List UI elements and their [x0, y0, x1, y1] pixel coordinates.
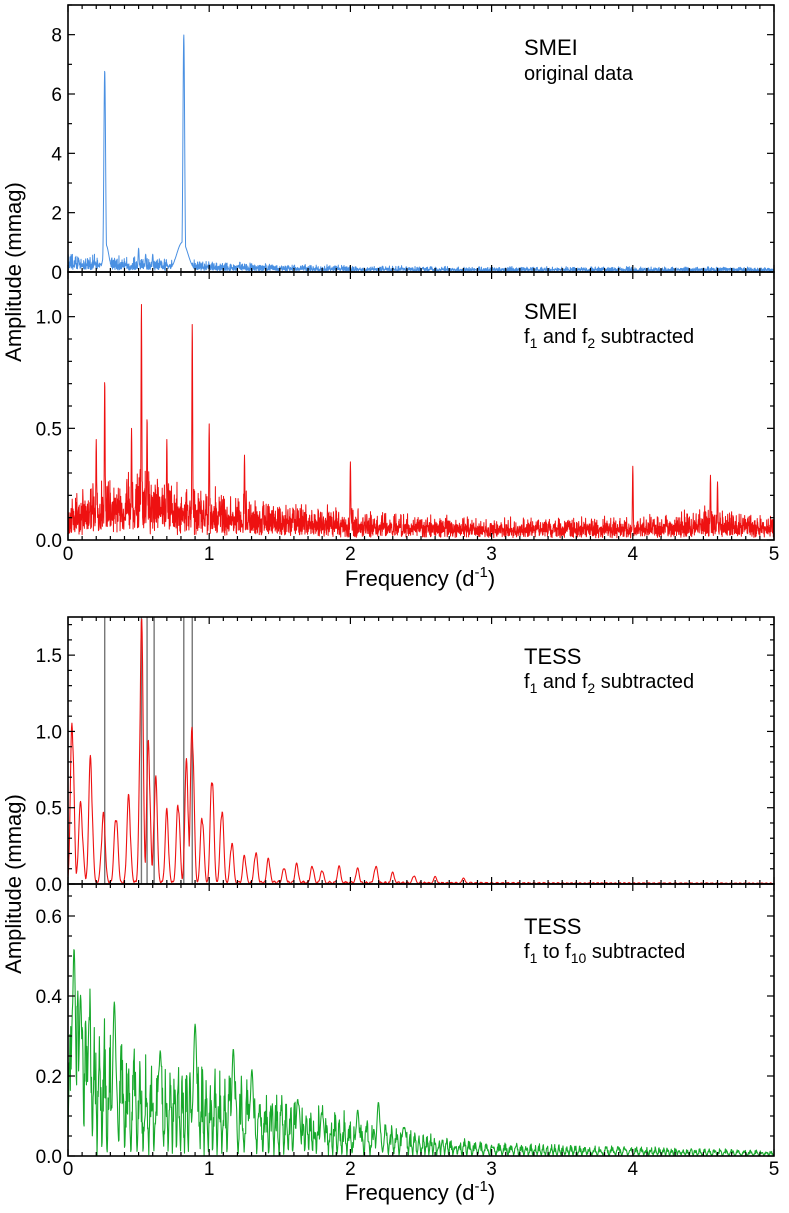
x-tick-label: 1 — [204, 1159, 215, 1180]
y-tick-label: 1.0 — [36, 308, 62, 329]
panel-4-label: TESS — [524, 914, 581, 939]
data-line-p2 — [68, 304, 774, 539]
data-line-p4 — [68, 949, 774, 1156]
panel-4-axes: 0 1 2 3 4 5 0.0 0.2 0.4 0.6 — [36, 884, 780, 1180]
panel-2: 0 1 2 3 4 5 0.0 0.5 1.0 SMEI f1 and f2 subtracte… — [36, 271, 780, 565]
panel-1-frame — [67, 4, 775, 273]
panel-1-label: SMEI — [524, 35, 578, 60]
x-tick-label: 3 — [486, 1159, 497, 1180]
y-tick-label: 0.0 — [36, 531, 62, 552]
x-tick-label: 4 — [628, 544, 639, 565]
top-y-axis-title: Amplitude (mmag) — [1, 182, 26, 362]
x-tick-label: 2 — [345, 1159, 356, 1180]
x-tick-label: 5 — [769, 544, 780, 565]
panel-2-label: SMEI — [524, 299, 578, 324]
y-tick-label: 8 — [51, 26, 62, 47]
top-x-axis-title: Frequency (d-1) — [345, 564, 495, 591]
y-tick-label: 0.4 — [36, 987, 63, 1008]
y-tick-label: 0.5 — [36, 419, 62, 440]
bottom-x-axis-title: Frequency (d-1) — [345, 1178, 495, 1205]
x-tick-label: 1 — [204, 544, 215, 565]
y-tick-label: 6 — [51, 85, 62, 106]
panel-1: 0 2 4 6 8 SMEI original data — [51, 4, 775, 284]
panel-1-axes: 0 2 4 6 8 — [51, 4, 775, 284]
panel-3-label: TESS — [524, 644, 581, 669]
y-tick-label: 4 — [51, 144, 62, 165]
panel-4-sublabel: f1 to f10 subtracted — [524, 941, 685, 966]
bottom-y-axis-title: Amplitude (mmag) — [1, 794, 26, 974]
x-tick-label: 0 — [63, 1159, 74, 1180]
y-tick-label: 0.0 — [36, 875, 62, 896]
panel-3: 0.0 0.5 1.0 1.5 TESS f1 and f2 subtracted — [36, 616, 775, 896]
x-tick-label: 5 — [769, 1159, 780, 1180]
x-tick-label: 0 — [63, 544, 74, 565]
x-tick-label: 4 — [628, 1159, 639, 1180]
y-tick-label: 1.5 — [36, 646, 62, 667]
panel-3-sublabel: f1 and f2 subtracted — [524, 671, 694, 696]
y-tick-label: 1.0 — [36, 722, 62, 743]
panel-3-axes: 0.0 0.5 1.0 1.5 — [36, 617, 775, 896]
x-tick-label: 2 — [345, 544, 356, 565]
y-tick-label: 0.5 — [36, 799, 62, 820]
y-tick-label: 0 — [51, 263, 62, 284]
y-tick-label: 0.0 — [36, 1147, 62, 1168]
x-tick-label: 3 — [486, 544, 497, 565]
y-tick-label: 2 — [51, 204, 62, 225]
y-tick-label: 0.6 — [36, 907, 62, 928]
data-line-p3 — [68, 618, 774, 884]
data-line-p1 — [68, 34, 774, 272]
panel-3-frame — [67, 616, 775, 885]
panel-2-sublabel: f1 and f2 subtracted — [524, 326, 694, 351]
panel-1-sublabel: original data — [524, 63, 634, 85]
panel-4: 0 1 2 3 4 5 0.0 0.2 0.4 0.6 TESS f1 to f10 subtra… — [36, 883, 780, 1180]
y-tick-label: 0.2 — [36, 1067, 62, 1088]
panel-2-axes: 0 1 2 3 4 5 0.0 0.5 1.0 — [36, 271, 780, 565]
